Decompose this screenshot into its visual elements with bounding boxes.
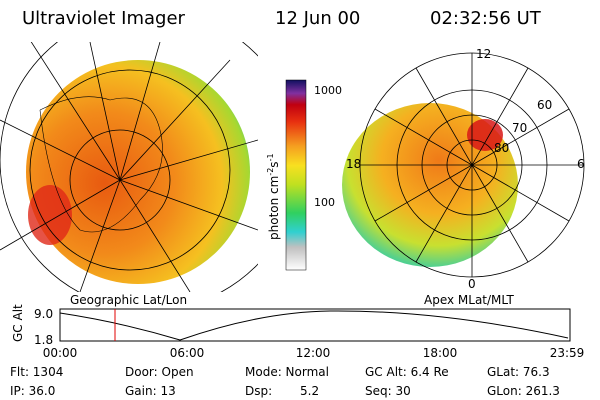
- unit-exp: -2: [266, 168, 275, 176]
- title: Ultraviolet Imager: [22, 8, 186, 29]
- mlt-label: 6: [577, 157, 585, 171]
- colorbar-label: 100: [314, 196, 335, 209]
- colorbar: [285, 79, 307, 271]
- x-labels: 00:00 06:00 12:00 18:00 23:59: [43, 346, 585, 360]
- info-panel: Flt: 1304 Door: Open Mode: Normal GC Alt: 6…: [10, 365, 560, 398]
- mlt-label: 12: [476, 47, 491, 61]
- info-field: 5.2: [300, 384, 319, 398]
- colorbar-unit: photon cm-2s-1: [266, 153, 281, 240]
- info-field: Dsp:: [245, 384, 272, 398]
- x-label: 00:00: [43, 346, 78, 360]
- mlt-label: 18: [346, 157, 361, 171]
- info-field: Flt: 1304: [10, 365, 63, 379]
- unit-text: photon cm: [267, 176, 281, 240]
- info-field: IP: 36.0: [10, 384, 55, 398]
- y-axis-label: GC Alt: [11, 304, 25, 342]
- altitude-frame: [59, 308, 571, 342]
- info-field: Gain: 13: [125, 384, 176, 398]
- altitude-curve: [59, 310, 569, 341]
- geographic-image: [0, 42, 258, 292]
- info-field: Mode: Normal: [245, 365, 329, 379]
- panel-label: Apex MLat/MLT: [424, 293, 514, 307]
- unit-exp: -1: [266, 153, 275, 161]
- colorbar-label: 1000: [314, 84, 342, 97]
- y-label: 1.8: [34, 333, 53, 347]
- info-field: GLat: 76.3: [487, 365, 550, 379]
- info-field: GC Alt: 6.4 Re: [365, 365, 449, 379]
- mlat-label: 70: [512, 121, 527, 135]
- mlat-label: 80: [494, 141, 509, 155]
- x-label: 18:00: [423, 346, 458, 360]
- x-label: 12:00: [296, 346, 331, 360]
- mlat-label: 60: [537, 98, 552, 112]
- polar-image: [342, 52, 585, 278]
- y-label: 9.0: [34, 307, 53, 321]
- x-label: 23:59: [550, 346, 585, 360]
- panel-label: Geographic Lat/Lon: [70, 293, 187, 307]
- x-label: 06:00: [170, 346, 205, 360]
- info-field: Door: Open: [125, 365, 194, 379]
- info-field: Seq: 30: [365, 384, 411, 398]
- unit-text: s: [267, 161, 281, 167]
- mlt-label: 0: [468, 277, 476, 291]
- date: 12 Jun 00: [275, 8, 360, 29]
- time: 02:32:56 UT: [430, 8, 542, 29]
- info-field: GLon: 261.3: [487, 384, 560, 398]
